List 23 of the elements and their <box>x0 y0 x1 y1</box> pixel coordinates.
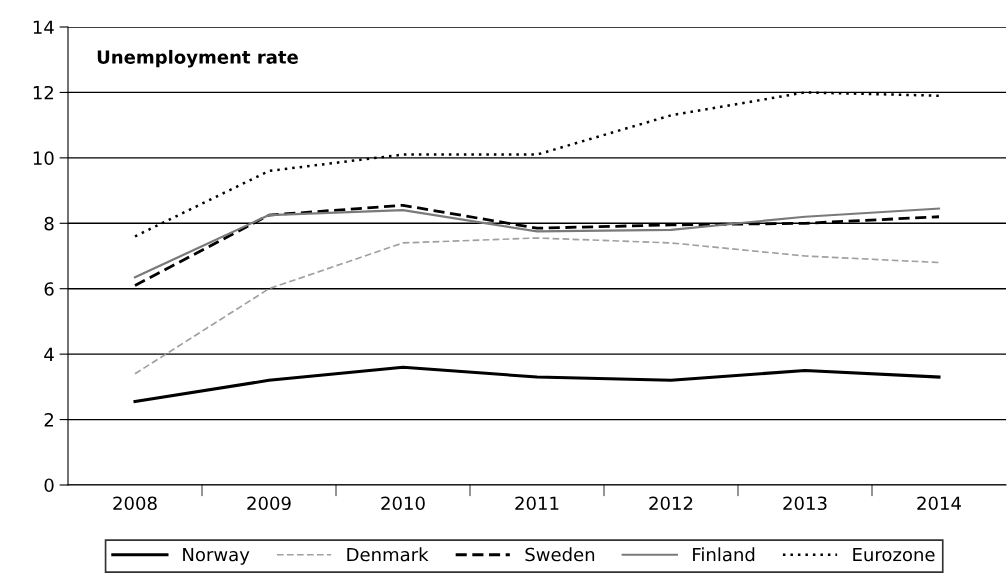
y-tick-label: 4 <box>44 347 54 361</box>
y-tick-label: 8 <box>44 216 54 231</box>
x-tick-label: 2013 <box>783 496 827 511</box>
legend-label: Norway <box>183 547 250 565</box>
text: Unemployment rate <box>97 49 298 68</box>
x-tick-label: 2009 <box>247 496 291 511</box>
legend-label: Finland <box>693 547 755 562</box>
line-series <box>134 237 940 375</box>
line-series <box>133 365 941 404</box>
x-tick-label: 2012 <box>649 496 693 511</box>
y-tick-label: 14 <box>33 20 54 34</box>
y-tick-label: 12 <box>33 85 53 100</box>
x-tick-label: 2010 <box>381 496 425 511</box>
legend-label: Denmark <box>347 547 429 562</box>
y-tick-label: 0 <box>44 478 54 493</box>
x-tick-label: 2014 <box>917 496 961 511</box>
y-tick-label: 2 <box>44 413 53 427</box>
x-tick-label: 2011 <box>515 496 559 511</box>
y-tick-label: 10 <box>33 151 54 165</box>
legend-label: Sweden <box>525 547 595 562</box>
legend-label: Eurozone <box>853 547 935 562</box>
y-tick-label: 6 <box>44 282 54 296</box>
x-tick-label: 2008 <box>113 496 157 511</box>
